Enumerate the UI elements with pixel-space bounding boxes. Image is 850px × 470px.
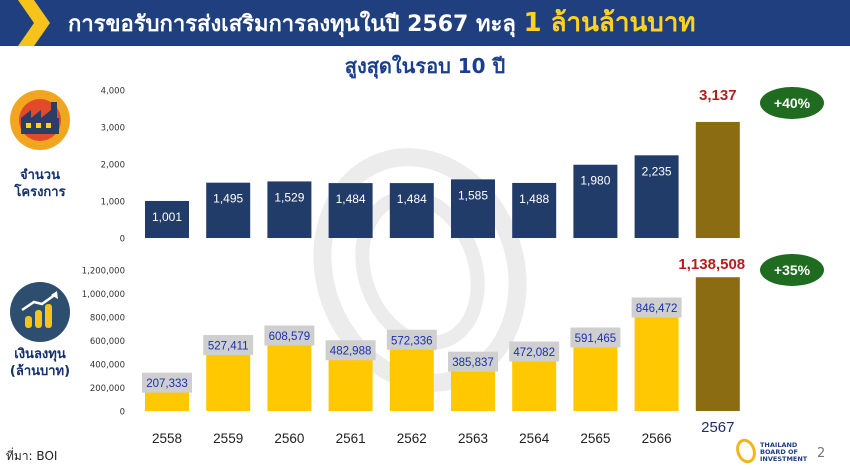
bottom-axis-label: เงินลงทุน (ล้านบาท) (9, 347, 71, 379)
growth-coins-icon (10, 282, 70, 342)
growth-badge (760, 254, 824, 286)
top-axis-label: จำนวน โครงการ (14, 168, 66, 200)
boi-logo-text: THAILAND BOARD OF INVESTMENT (760, 441, 808, 463)
top-y-tick-label: 0 (120, 235, 125, 245)
chevron-arrow-icon (18, 0, 50, 46)
bottom-bar-value: 472,082 (513, 347, 555, 359)
top-bar-highlight (695, 121, 740, 238)
bottom-bar-value: 385,837 (452, 357, 494, 369)
page-title: การขอรับการส่งเสริมการลงทุนในปี 2567 ทะล… (68, 6, 695, 40)
bottom-y-tick-label: 1,000,000 (82, 290, 125, 300)
top-bar (451, 179, 495, 238)
x-tick-label: 2559 (213, 431, 243, 446)
top-bar-value-highlight: 3,137 (699, 87, 737, 104)
factory-icon (10, 90, 70, 150)
bottom-bar (267, 339, 312, 411)
page-number: 2 (817, 446, 826, 461)
bottom-bar-value-box (325, 340, 376, 361)
bottom-y-tick-label: 600,000 (90, 337, 125, 347)
bottom-y-tick-label: 1,200,000 (82, 267, 125, 277)
bottom-bar-value-box (203, 335, 254, 356)
growth-badge-label: +35% (774, 262, 811, 278)
x-tick-label: 2563 (458, 431, 488, 446)
top-bar-value: 1,529 (274, 190, 304, 204)
top-bar (512, 182, 557, 238)
top-bar-value: 1,484 (336, 192, 366, 206)
x-axis-labels: 2558 2559 2560 2561 2562 2563 2564 2565 2566 2567 (152, 419, 735, 446)
growth-badge-label: +40% (774, 95, 811, 111)
bottom-y-tick-label: 0 (120, 408, 125, 418)
header-bar: การขอรับการส่งเสริมการลงทุนในปี 2567 ทะล… (0, 0, 850, 46)
growth-badges: +40% +35% (760, 87, 824, 286)
bottom-bar-value-box (386, 329, 437, 350)
bottom-bar-value-box (570, 327, 621, 348)
top-bar (267, 181, 312, 238)
bottom-bar-value: 572,336 (391, 335, 433, 347)
top-bar (206, 182, 251, 238)
bottom-y-tick-label: 800,000 (90, 314, 125, 324)
page-subtitle: สูงสุดในรอบ 10 ปี (344, 54, 506, 78)
top-bar (634, 155, 679, 238)
top-bar-value: 1,980 (580, 174, 610, 188)
top-bar (328, 183, 373, 238)
boi-logo-icon (736, 438, 756, 464)
x-tick-label: 2566 (642, 431, 672, 446)
bottom-bar-value-box (264, 325, 315, 346)
bottom-y-axis: 0 200,000 400,000 600,000 800,000 1,000,000 1,… (82, 267, 125, 418)
top-bars: 1,001 1,495 1,529 1,484 1,484 1,585 1,488 1,980… (145, 87, 740, 238)
bottom-bar-value: 608,579 (269, 331, 311, 343)
top-bar-value: 1,495 (213, 192, 243, 206)
top-bar (389, 183, 434, 238)
top-bar (573, 164, 618, 238)
x-tick-label: 2561 (336, 431, 366, 446)
x-tick-label: 2567 (701, 419, 734, 436)
top-bar (145, 200, 189, 238)
bottom-bar-value: 846,472 (636, 303, 678, 315)
bottom-y-tick-label: 400,000 (90, 361, 125, 371)
bottom-bars: 207,333 527,411 608,579 482,988 572,336 385,8… (142, 256, 745, 411)
top-y-tick-label: 1,000 (101, 198, 125, 208)
bottom-bar (206, 349, 251, 411)
top-bar-value: 2,235 (642, 164, 672, 178)
x-tick-label: 2564 (519, 431, 550, 446)
bottom-bar (573, 341, 618, 411)
bottom-bar (512, 355, 557, 411)
bottom-bar-value-box (448, 351, 498, 372)
bottom-bar-value-box (509, 341, 560, 362)
bottom-bar-value-box (142, 372, 192, 393)
bottom-bar-value: 527,411 (208, 341, 249, 353)
x-tick-label: 2560 (274, 431, 304, 446)
bottom-bar (451, 365, 495, 411)
bottom-bar-value: 482,988 (330, 346, 372, 358)
x-tick-label: 2558 (152, 431, 182, 446)
bottom-bar (389, 343, 434, 411)
bottom-bar (328, 354, 373, 411)
top-y-tick-label: 2,000 (101, 161, 125, 171)
bottom-bar (634, 311, 679, 411)
top-bar-value: 1,488 (519, 192, 549, 206)
top-y-axis: 0 1,000 2,000 3,000 4,000 (101, 87, 125, 245)
bottom-bar-value: 591,465 (575, 333, 617, 345)
top-bar-value: 1,585 (458, 188, 488, 202)
top-bar-value: 1,001 (152, 210, 182, 224)
top-y-tick-label: 3,000 (101, 124, 125, 134)
bottom-bar-value-highlight: 1,138,508 (678, 256, 745, 273)
x-tick-label: 2565 (580, 431, 610, 446)
bottom-bar-highlight (695, 277, 740, 411)
top-bar-value: 1,484 (397, 192, 427, 206)
x-tick-label: 2562 (397, 431, 427, 446)
bottom-bar-value: 207,333 (146, 378, 188, 390)
bottom-y-tick-label: 200,000 (90, 384, 125, 394)
bottom-bar-value-box (631, 297, 682, 318)
title-highlight: 1 ล้านล้านบาท (523, 8, 696, 38)
top-y-tick-label: 4,000 (101, 87, 125, 97)
title-main: การขอรับการส่งเสริมการลงทุนในปี 2567 ทะล… (68, 12, 524, 37)
source-note: ที่มา: BOI (6, 449, 58, 463)
growth-badge (760, 87, 824, 119)
